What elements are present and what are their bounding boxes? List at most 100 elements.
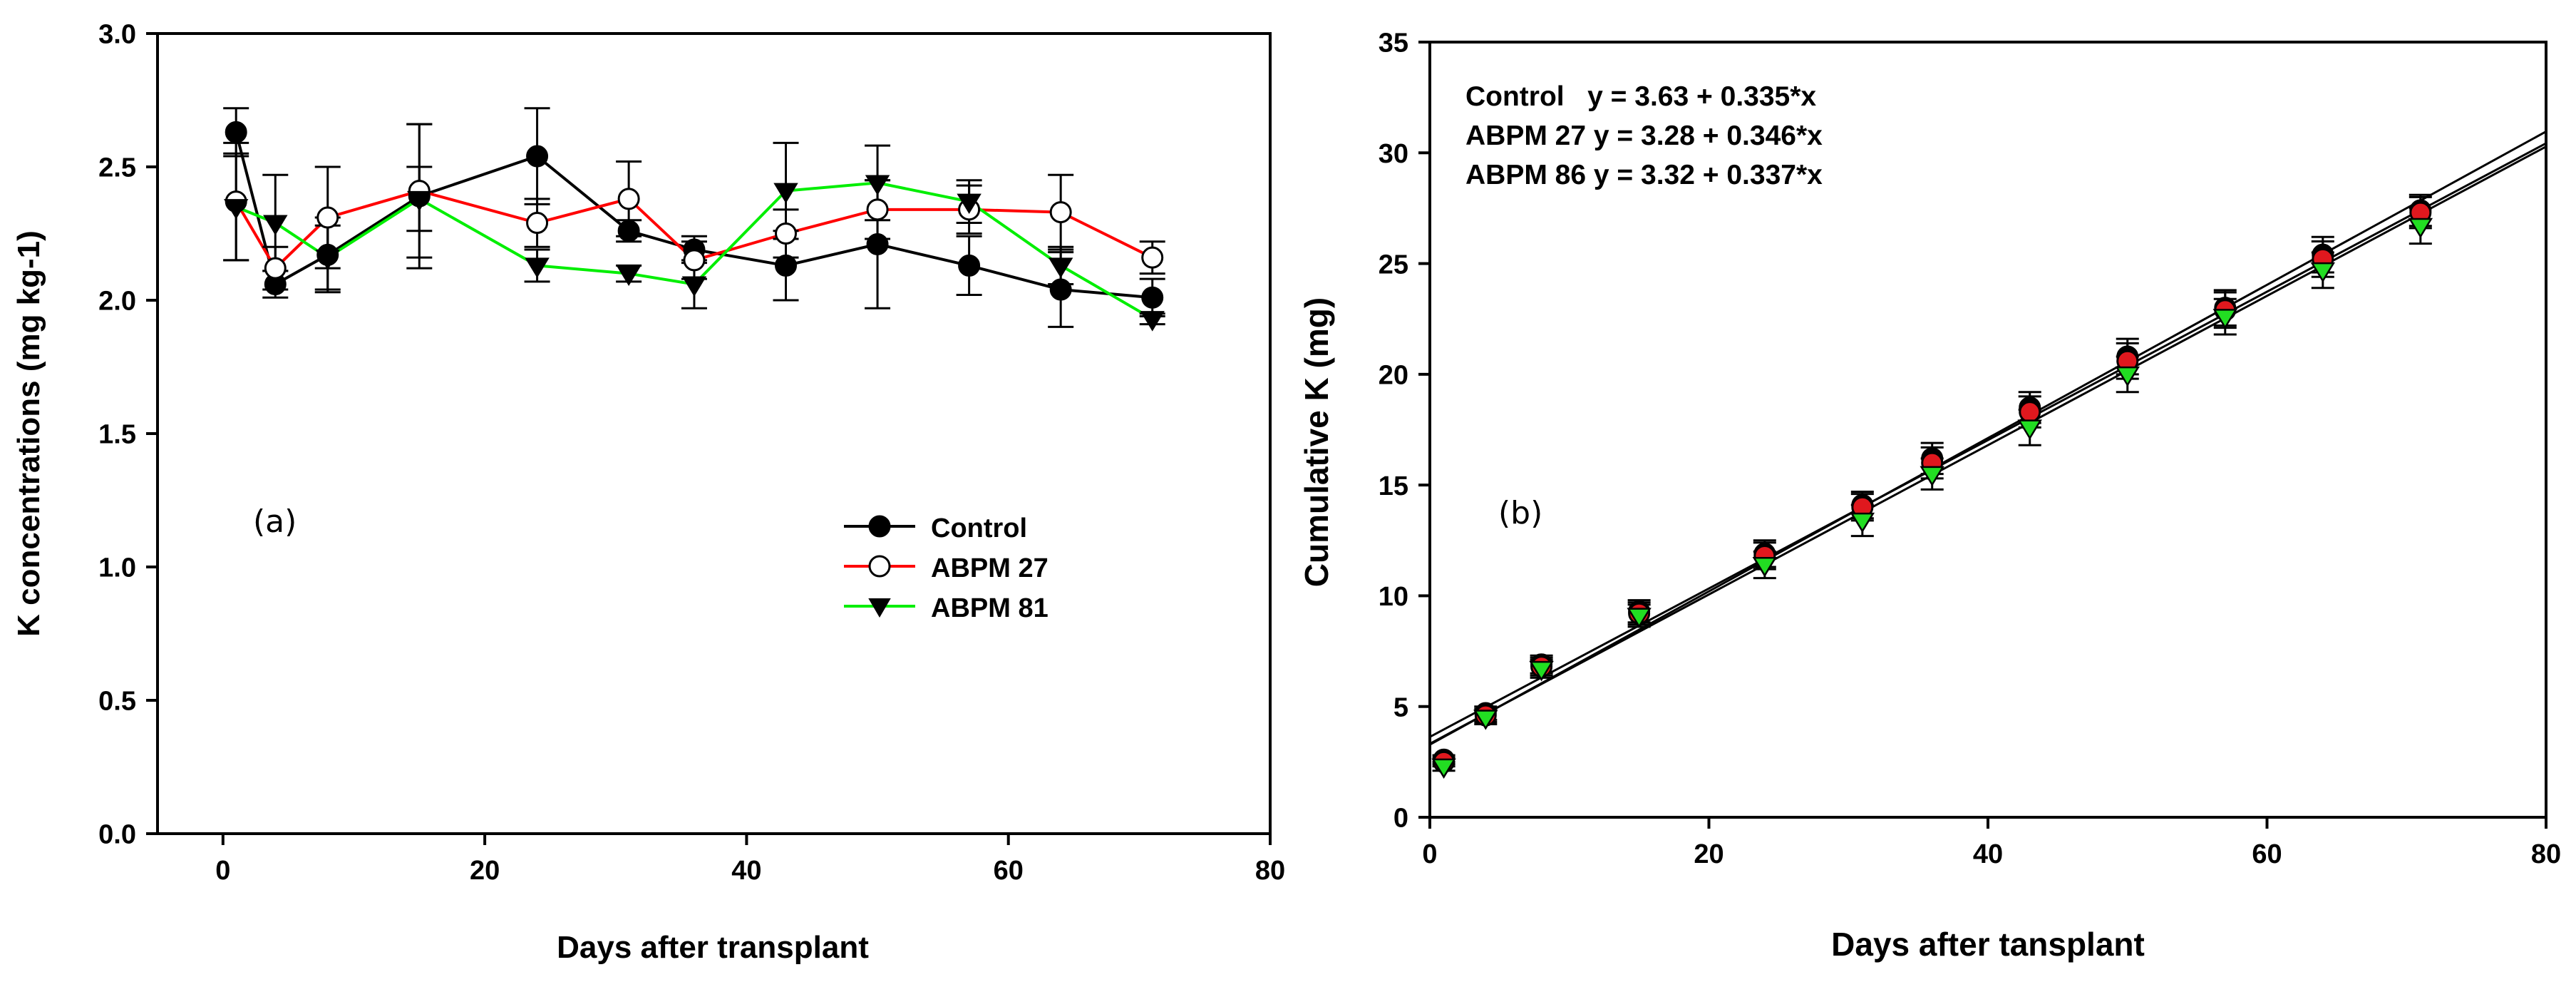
panel-b-series [1431, 193, 2433, 779]
panel-b-x-tick-label: 40 [1973, 839, 2003, 869]
legend-item-abpm27: ABPM 27 [844, 553, 1049, 583]
data-point-abpm27 [775, 223, 798, 245]
data-point-control [617, 220, 640, 242]
panel-a-label: (a) [253, 503, 297, 540]
equation-abpm86: ABPM 86 y = 3.32 + 0.337*x [1465, 160, 1823, 190]
data-point-abpm27 [526, 212, 549, 235]
panel-a-legend: Control ABPM 27 ABPM 81 [844, 513, 1049, 623]
panel-a-x-tick-label: 40 [731, 856, 761, 886]
data-point-control [526, 145, 549, 168]
panel-a-y-tick-label: 0.5 [98, 687, 136, 717]
panel-a-y-tick-label: 2.0 [98, 287, 136, 317]
data-point-abpm86 [2408, 218, 2433, 239]
panel-b-y-axis-title: Cumulative K (mg) [1298, 297, 1335, 587]
data-point-control [1141, 286, 1164, 309]
data-point-abpm27 [1141, 246, 1164, 269]
panel-b-x-tick-label: 80 [2531, 839, 2561, 869]
data-point-abpm86 [2212, 309, 2237, 329]
regression-line-abpm86 [1429, 145, 2547, 745]
data-point-abpm81 [263, 215, 288, 235]
panel-b-ticks: 0 20 40 60 80 0 5 10 15 20 25 30 35 [1379, 29, 2561, 869]
panel-a-y-axis-title: K concentrations (mg kg-1) [11, 230, 46, 637]
data-point-abpm27 [264, 257, 287, 280]
legend-control-label: Control [931, 513, 1027, 543]
data-point-abpm81 [773, 183, 798, 204]
data-point-abpm81 [865, 175, 890, 195]
panel-a-x-tick-label: 20 [470, 856, 500, 886]
legend-control-marker [868, 515, 891, 538]
data-point-control [225, 121, 247, 143]
data-point-abpm86 [1752, 556, 1778, 578]
panel-b-chart: 0 20 40 60 80 0 5 10 15 20 25 30 35 Cumulative K (mg… [1298, 29, 2561, 963]
panel-b-x-tick-label: 0 [1422, 839, 1437, 869]
data-point-abpm81 [407, 190, 432, 212]
data-point-abpm81 [616, 265, 642, 287]
data-point-abpm86 [1627, 608, 1652, 628]
legend-item-abpm81: ABPM 81 [844, 593, 1049, 623]
panel-b-y-tick-label: 30 [1379, 139, 1408, 169]
panel-a-ticks: 0 20 40 60 80 0.0 0.5 1.0 1.5 2.0 2.5 3.0 [98, 20, 1285, 886]
data-point-abpm81 [681, 276, 707, 297]
panel-a-x-tick-label: 60 [994, 856, 1024, 886]
panel-a-y-tick-label: 2.5 [98, 153, 136, 183]
data-point-abpm81 [525, 257, 550, 278]
data-point-abpm86 [1431, 758, 1456, 779]
data-point-abpm86 [2115, 366, 2140, 387]
panel-a-y-tick-label: 3.0 [98, 20, 136, 50]
data-point-control [1049, 278, 1072, 301]
panel-a-y-tick-label: 1.5 [98, 420, 136, 450]
panel-b-x-tick-label: 20 [1694, 839, 1724, 869]
panel-b-regression-equations: Control y = 3.63 + 0.335*x ABPM 27 y = 3… [1465, 81, 1823, 190]
panel-a-y-tick-label: 1.0 [98, 553, 136, 583]
panel-b-y-tick-label: 5 [1393, 692, 1408, 722]
data-point-abpm81 [957, 193, 982, 215]
panel-a-series [223, 107, 1165, 332]
legend-abpm81-label: ABPM 81 [931, 593, 1049, 623]
panel-b-y-tick-label: 35 [1379, 29, 1408, 58]
data-point-abpm86 [1473, 710, 1498, 730]
data-point-control [958, 254, 981, 277]
panel-b-y-tick-label: 20 [1379, 361, 1408, 391]
panel-b-regression-lines [1429, 131, 2547, 746]
panel-a-chart: 0 20 40 60 80 0.0 0.5 1.0 1.5 2.0 2.5 3.0 K concent… [11, 20, 1285, 965]
regression-line-control [1429, 142, 2547, 738]
panel-a-plot-frame [156, 32, 1272, 835]
panel-b-y-tick-label: 25 [1379, 250, 1408, 280]
data-point-abpm86 [1529, 660, 1554, 682]
legend-abpm27-label: ABPM 27 [931, 553, 1049, 583]
data-point-abpm81 [315, 250, 340, 270]
equation-abpm27: ABPM 27 y = 3.28 + 0.346*x [1465, 121, 1823, 151]
legend-abpm27-marker [868, 555, 891, 578]
panel-a-x-axis-title: Days after transplant [557, 930, 869, 965]
legend-item-control: Control [844, 513, 1027, 543]
data-point-abpm27 [1049, 201, 1072, 224]
data-point-abpm27 [866, 198, 889, 221]
data-point-abpm86 [2017, 419, 2042, 440]
data-point-abpm86 [1920, 466, 1944, 487]
panel-b-x-tick-label: 60 [2252, 839, 2282, 869]
panel-b-label: (b) [1498, 495, 1542, 531]
data-point-abpm81 [223, 199, 249, 220]
data-point-abpm27 [683, 249, 706, 272]
panel-b-y-tick-label: 0 [1393, 804, 1408, 834]
panel-b-y-tick-label: 10 [1379, 582, 1408, 612]
legend-abpm81-marker [868, 598, 891, 618]
data-point-abpm86 [2310, 262, 2336, 283]
data-point-control [775, 254, 798, 277]
data-point-abpm81 [1140, 311, 1165, 332]
equation-control: Control y = 3.63 + 0.335*x [1465, 81, 1816, 112]
data-point-abpm27 [316, 206, 339, 229]
panel-b-x-axis-title: Days after tansplant [1831, 926, 2145, 963]
panel-a-y-tick-label: 0.0 [98, 820, 136, 850]
data-point-abpm27 [617, 188, 640, 210]
panel-a-x-tick-label: 80 [1255, 856, 1285, 886]
data-point-abpm81 [1048, 257, 1073, 278]
panel-a-x-tick-label: 0 [215, 856, 230, 886]
data-point-abpm27 [2019, 401, 2041, 424]
regression-line-abpm27 [1429, 131, 2547, 746]
data-point-control [866, 232, 889, 255]
panel-b-y-tick-label: 15 [1379, 471, 1408, 501]
data-point-abpm86 [1850, 512, 1875, 533]
panel-b-plot-frame [1428, 41, 2547, 819]
